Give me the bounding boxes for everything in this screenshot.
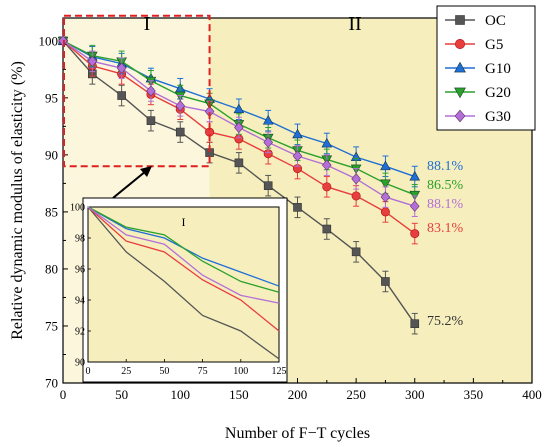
data-point <box>409 200 420 212</box>
x-tick-label: 250 <box>346 387 366 402</box>
x-tick-label: 50 <box>115 387 128 402</box>
y-tick-label: 75 <box>45 318 58 333</box>
inset-y-tick-label: 96 <box>75 265 85 276</box>
legend-label-g10: G10 <box>485 61 511 77</box>
inset-y-tick-label: 92 <box>75 327 85 338</box>
legend-label-g5: G5 <box>485 37 503 53</box>
legend-label-g20: G20 <box>485 85 511 101</box>
x-tick-label: 200 <box>288 387 308 402</box>
x-tick-label: 0 <box>60 387 67 402</box>
data-point <box>351 247 361 257</box>
x-axis-title: Number of F−T cycles <box>225 425 370 442</box>
main-axes: 0 50 100 150 200 250 300 350 400707580859095100N… <box>9 17 542 442</box>
x-tick-label: 100 <box>171 387 191 402</box>
inset-y-tick-label: 90 <box>75 358 85 369</box>
data-point <box>351 173 361 185</box>
end-label-g10: 88.1% <box>427 159 464 174</box>
inset-y-tick-label: 94 <box>75 296 85 307</box>
data-point <box>234 121 244 134</box>
x-tick-label: 300 <box>405 387 425 402</box>
data-point <box>380 191 391 203</box>
inset-x-tick-label: 25 <box>121 366 131 377</box>
data-point <box>410 229 420 239</box>
end-label-g20: 86.5% <box>427 178 464 193</box>
data-point <box>175 127 185 137</box>
x-tick-label: 400 <box>522 387 542 402</box>
data-point <box>292 150 303 162</box>
data-point <box>321 137 333 148</box>
y-tick-label: 70 <box>45 376 58 391</box>
y-tick-label: 80 <box>45 261 58 276</box>
inset-x-tick-label: 50 <box>159 366 169 377</box>
data-point <box>351 191 361 201</box>
data-point <box>381 277 390 286</box>
legend-label-oc: OC <box>485 13 506 29</box>
legend-marker-g20 <box>454 87 466 99</box>
data-point <box>233 103 245 114</box>
data-point <box>146 116 156 125</box>
legend: OC G5 G10 G20 G30 <box>436 5 536 131</box>
inset-series-g20 <box>87 206 280 293</box>
data-point <box>322 224 332 234</box>
data-point <box>322 182 332 192</box>
y-tick-label: 90 <box>45 147 58 162</box>
x-tick-label: 350 <box>464 387 484 402</box>
data-point <box>87 55 98 68</box>
inset-series-g30 <box>87 206 280 304</box>
inset-series-g5 <box>87 206 280 332</box>
inset-y-tick-label: 100 <box>70 203 85 214</box>
data-point <box>263 181 273 190</box>
series-oc <box>58 36 420 335</box>
data-point <box>380 179 391 190</box>
data-point <box>380 160 391 171</box>
data-point <box>262 115 274 125</box>
legend-marker-g10 <box>454 61 466 73</box>
y-tick-label: 100 <box>39 33 59 48</box>
inset-x-tick-label: 125 <box>272 366 287 377</box>
x-tick-label: 150 <box>229 387 249 402</box>
legend-label-g30: G30 <box>485 109 511 125</box>
data-point <box>322 159 332 171</box>
inset-x-tick-label: 100 <box>233 366 248 377</box>
legend-marker-oc <box>455 15 465 25</box>
data-point <box>146 85 156 97</box>
region-1-label: I <box>144 13 151 35</box>
end-label-g30: 88.1% <box>427 197 464 212</box>
region-2-label: II <box>348 13 361 35</box>
data-point <box>175 100 186 112</box>
arrow-shaft <box>112 170 147 199</box>
data-point <box>117 91 126 100</box>
y-tick-label: 95 <box>45 90 58 105</box>
data-point <box>410 319 420 328</box>
legend-marker-g30 <box>454 109 466 123</box>
inset-x-tick-label: 0 <box>86 366 91 377</box>
data-point <box>234 158 244 168</box>
inset-y-tick-label: 98 <box>75 234 85 245</box>
inset-series-oc <box>87 206 280 360</box>
inset-chart: I 0 25 50 75 100 125 90 92 94 96 98 100 <box>70 197 288 383</box>
highlight-box <box>63 14 211 168</box>
data-point <box>409 170 421 181</box>
arrow-head <box>140 166 152 177</box>
y-axis-title: Relative dynamic modulus of elasticity (… <box>9 61 26 340</box>
data-point <box>292 128 303 139</box>
series-g30 <box>58 35 420 217</box>
data-point <box>380 207 390 217</box>
legend-marker-g5 <box>454 38 466 50</box>
inset-title: I <box>182 215 186 229</box>
data-point <box>293 203 302 212</box>
end-label-oc: 75.2% <box>427 314 464 329</box>
data-point <box>263 136 273 148</box>
data-point <box>116 62 127 74</box>
y-tick-label: 85 <box>45 204 58 219</box>
end-label-g5: 83.1% <box>427 221 464 236</box>
inset-x-tick-label: 75 <box>198 366 208 377</box>
